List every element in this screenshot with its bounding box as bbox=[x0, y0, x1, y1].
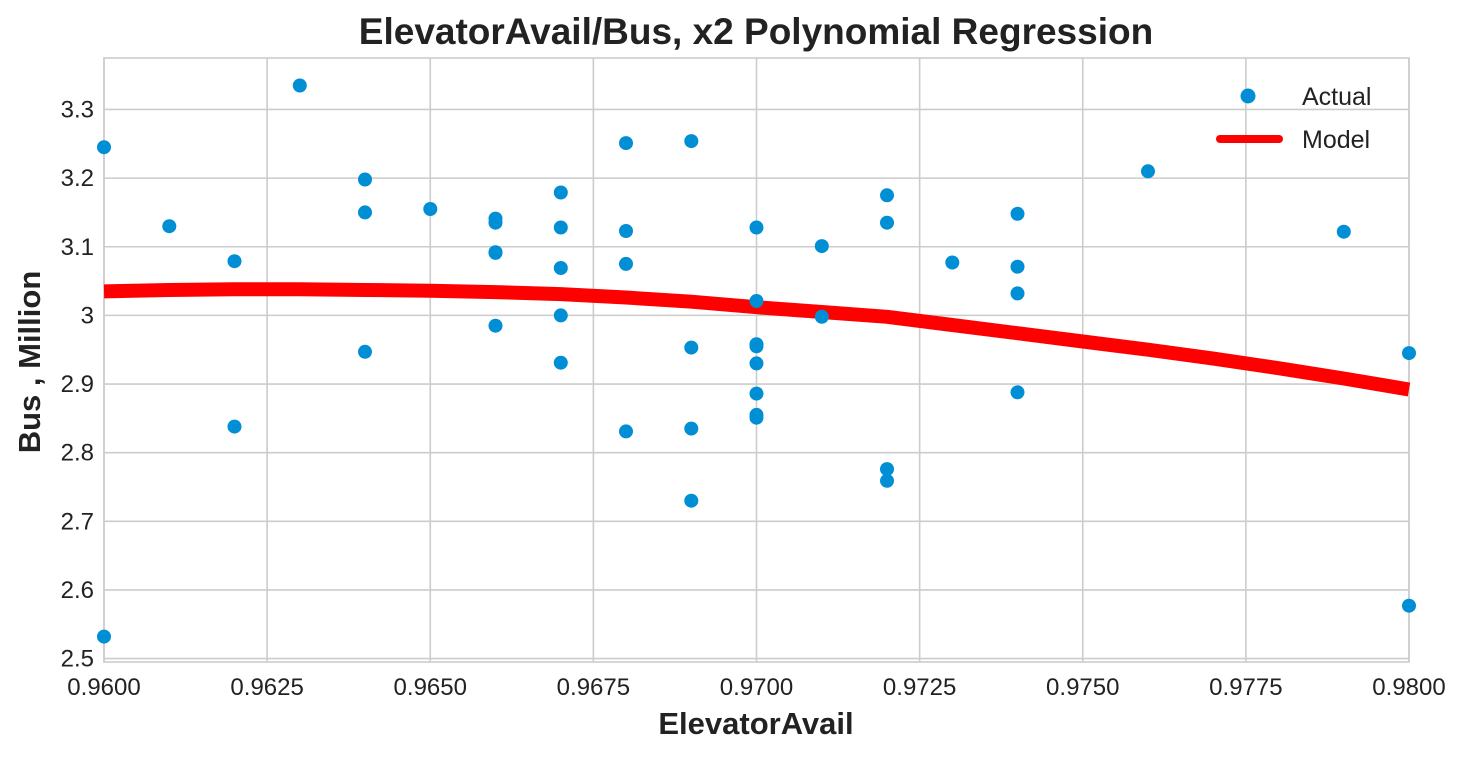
data-point bbox=[814, 309, 829, 324]
y-tick-label: 2.8 bbox=[61, 440, 94, 467]
data-point bbox=[488, 245, 503, 260]
data-point bbox=[1402, 598, 1416, 613]
data-point bbox=[684, 340, 699, 355]
y-axis-ticks: 2.5 2.6 2.7 2.8 2.9 3 3.1 3.2 3.3 bbox=[61, 96, 94, 672]
data-point bbox=[227, 419, 242, 434]
x-tick-label: 0.9625 bbox=[230, 674, 303, 701]
legend: Actual Model bbox=[1216, 83, 1371, 154]
data-point bbox=[97, 629, 111, 644]
y-tick-label: 2.9 bbox=[61, 371, 94, 398]
y-tick-label: 3.3 bbox=[61, 96, 94, 123]
data-point bbox=[749, 410, 764, 425]
data-point bbox=[162, 219, 177, 234]
x-tick-label: 0.9725 bbox=[883, 674, 956, 701]
data-point bbox=[880, 215, 894, 230]
actual-series bbox=[97, 78, 1416, 644]
data-point bbox=[749, 294, 764, 308]
data-point bbox=[880, 462, 894, 477]
data-point bbox=[749, 356, 764, 371]
x-tick-label: 0.9650 bbox=[394, 674, 467, 701]
y-tick-label: 3.2 bbox=[61, 165, 94, 192]
data-point bbox=[1010, 259, 1025, 274]
x-tick-label: 0.9775 bbox=[1209, 674, 1282, 701]
data-point bbox=[488, 215, 503, 230]
legend-actual-label: Actual bbox=[1302, 83, 1371, 111]
data-point bbox=[749, 339, 764, 354]
x-tick-label: 0.9700 bbox=[720, 674, 793, 701]
data-point bbox=[292, 78, 307, 93]
x-tick-label: 0.9750 bbox=[1046, 674, 1119, 701]
y-tick-label: 2.6 bbox=[61, 577, 94, 604]
data-point bbox=[1010, 286, 1025, 301]
data-point bbox=[814, 239, 829, 254]
data-point bbox=[553, 308, 568, 323]
chart-title: ElevatorAvail/Bus, x2 Polynomial Regress… bbox=[359, 11, 1153, 52]
data-point bbox=[749, 386, 764, 401]
legend-model-label: Model bbox=[1302, 126, 1370, 154]
data-point bbox=[553, 220, 568, 235]
data-point bbox=[358, 172, 372, 187]
x-axis-ticks: 0.9600 0.9625 0.9650 0.9675 0.9700 0.9725 0.97… bbox=[67, 674, 1445, 701]
data-point bbox=[619, 136, 633, 151]
data-point bbox=[619, 424, 633, 439]
x-axis-label: ElevatorAvail bbox=[658, 706, 853, 741]
data-point bbox=[488, 318, 503, 333]
y-tick-label: 3 bbox=[81, 302, 94, 329]
y-tick-label: 2.7 bbox=[61, 508, 94, 535]
data-point bbox=[749, 220, 764, 235]
y-tick-label: 2.5 bbox=[61, 646, 94, 673]
data-point bbox=[553, 185, 568, 200]
data-point bbox=[880, 473, 894, 488]
data-point bbox=[619, 224, 633, 238]
data-point bbox=[358, 205, 372, 220]
data-point bbox=[553, 261, 568, 275]
data-point bbox=[619, 256, 633, 271]
data-point bbox=[684, 493, 699, 508]
grid bbox=[103, 58, 1410, 662]
y-axis-label: Bus , Million bbox=[12, 271, 47, 454]
data-point bbox=[358, 344, 372, 359]
data-point bbox=[1141, 164, 1155, 179]
data-point bbox=[227, 254, 242, 269]
data-point bbox=[97, 140, 111, 155]
data-point bbox=[684, 134, 699, 149]
y-tick-label: 3.1 bbox=[61, 234, 94, 261]
x-tick-label: 0.9675 bbox=[557, 674, 630, 701]
data-point bbox=[1010, 206, 1025, 221]
data-point bbox=[1010, 385, 1025, 400]
data-point bbox=[684, 421, 699, 436]
legend-actual-marker bbox=[1240, 88, 1256, 104]
data-point bbox=[1336, 224, 1351, 239]
data-point bbox=[880, 188, 894, 203]
data-point bbox=[945, 255, 960, 270]
data-point bbox=[553, 355, 568, 370]
data-point bbox=[1402, 346, 1416, 361]
data-point bbox=[423, 202, 438, 216]
x-tick-label: 0.9800 bbox=[1372, 674, 1445, 701]
x-tick-label: 0.9600 bbox=[67, 674, 140, 701]
